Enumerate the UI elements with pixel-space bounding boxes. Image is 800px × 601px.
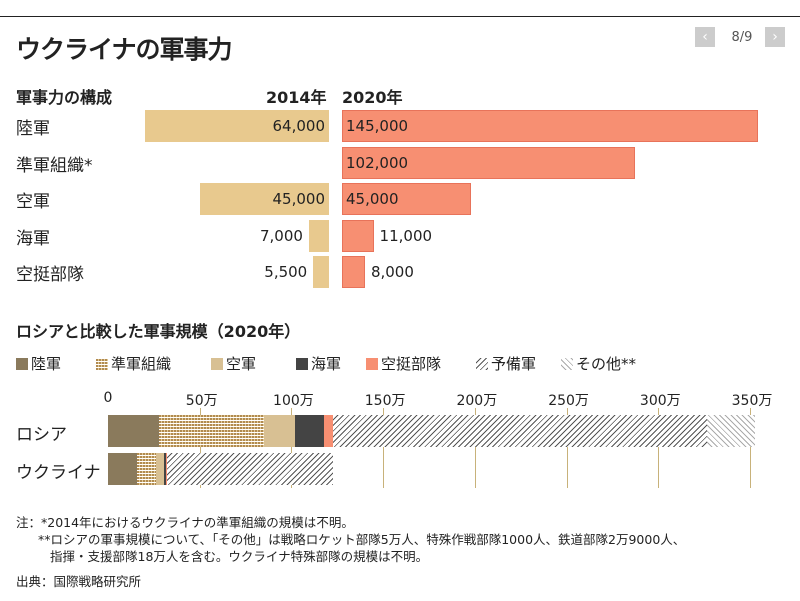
legend-swatch	[16, 358, 28, 370]
legend-item-0: 陸軍	[16, 353, 61, 374]
tick-label: 350万	[731, 393, 773, 409]
value-2020: 102,000	[346, 153, 409, 172]
tick-label: 200万	[456, 393, 498, 409]
source: 出典：国際戦略研究所	[16, 574, 142, 589]
legend-swatch	[296, 358, 308, 370]
legend-swatch	[476, 358, 488, 370]
stack-segment-0	[108, 453, 137, 485]
value-2014: 64,000	[272, 117, 326, 135]
gridline	[566, 408, 568, 488]
stack-segment-2	[155, 453, 164, 485]
tick-label: 300万	[639, 393, 681, 409]
stack-segment-5	[167, 453, 333, 485]
bar-2020	[342, 256, 365, 288]
gridline	[383, 408, 385, 488]
value-2014: 5,500	[264, 263, 308, 281]
legend-item-5: 予備軍	[476, 353, 536, 374]
next-button[interactable]: ›	[765, 27, 785, 47]
prev-button[interactable]: ‹	[695, 27, 715, 47]
stack-segment-2	[263, 415, 296, 447]
legend-label: 陸軍	[31, 355, 62, 373]
category-label: 準軍組織*	[16, 155, 93, 176]
stack-segment-6	[706, 415, 755, 447]
legend-item-4: 空挺部隊	[366, 353, 441, 374]
gridline	[199, 408, 201, 488]
legend-label: 空軍	[226, 355, 257, 373]
stack-segment-3	[163, 453, 166, 485]
bar-2014	[199, 183, 329, 215]
note-2: **ロシアの軍事規模について、「その他」は戦略ロケット部隊5万人、特殊作戦部隊1…	[38, 532, 686, 547]
value-2020: 11,000	[379, 226, 433, 245]
legend-label: 海軍	[311, 355, 342, 373]
gridline	[658, 408, 660, 488]
year-2020-header: 2020年	[342, 88, 403, 107]
tick-label: 50万	[185, 393, 218, 409]
bar-2020	[342, 219, 374, 252]
legend-label: 準軍組織	[111, 355, 172, 373]
stack-segment-5	[332, 415, 707, 447]
value-2020: 145,000	[346, 117, 409, 135]
page-title: ウクライナの軍事力	[16, 35, 233, 64]
category-label: 空挺部隊	[16, 265, 84, 285]
value-2014: 45,000	[272, 190, 326, 208]
note-1: 注：*2014年におけるウクライナの準軍組織の規模は不明。	[16, 515, 354, 530]
note-3: 指揮・支援部隊18万人を含む。ウクライナ特殊部隊の規模は不明。	[50, 549, 429, 564]
legend-label: 予備軍	[491, 355, 537, 373]
category-label: ウクライナ	[16, 463, 101, 483]
comparison-heading: ロシアと比較した軍事規模（2020年）	[16, 322, 301, 341]
top-rule	[0, 16, 800, 17]
tick-label: 150万	[364, 393, 406, 409]
legend-swatch	[211, 358, 223, 370]
bar-2020	[342, 183, 472, 215]
tick-label: 250万	[548, 393, 589, 409]
stack-segment-1	[159, 415, 264, 447]
bar-2014	[308, 219, 329, 252]
bar-2020	[342, 146, 635, 179]
gridline	[291, 408, 293, 488]
bar-2014	[145, 110, 329, 142]
value-2020: 45,000	[346, 190, 399, 208]
legend-swatch	[366, 358, 378, 370]
bar-2020	[342, 110, 758, 142]
value-2020: 8,000	[370, 263, 414, 281]
stack-segment-4	[324, 415, 333, 447]
category-label: 海軍	[16, 228, 50, 249]
gridline	[750, 408, 751, 488]
category-label: ロシア	[16, 425, 67, 445]
category-label: 陸軍	[16, 119, 50, 139]
bar-2014	[313, 256, 329, 288]
stack-segment-1	[136, 453, 156, 485]
legend-item-1: 準軍組織	[96, 353, 171, 374]
tick-label: 0	[103, 390, 113, 406]
legend-swatch	[561, 358, 573, 370]
legend-item-3: 海軍	[296, 353, 341, 374]
legend-label: その他**	[576, 355, 637, 373]
legend-item-2: 空軍	[211, 353, 256, 374]
value-2014: 7,000	[259, 226, 303, 245]
year-2014-header: 2014年	[266, 88, 327, 107]
stack-segment-3	[295, 415, 325, 447]
stack-segment-4	[165, 453, 168, 485]
legend-label: 空挺部隊	[381, 355, 442, 373]
legend-swatch	[96, 358, 108, 370]
legend-item-6: その他**	[561, 353, 636, 374]
composition-heading: 軍事力の構成	[16, 88, 113, 107]
gridline	[474, 408, 476, 488]
stack-segment-0	[108, 415, 160, 447]
tick-label: 100万	[273, 393, 314, 409]
category-label: 空軍	[16, 192, 50, 212]
page-indicator: 8/9	[731, 30, 753, 45]
